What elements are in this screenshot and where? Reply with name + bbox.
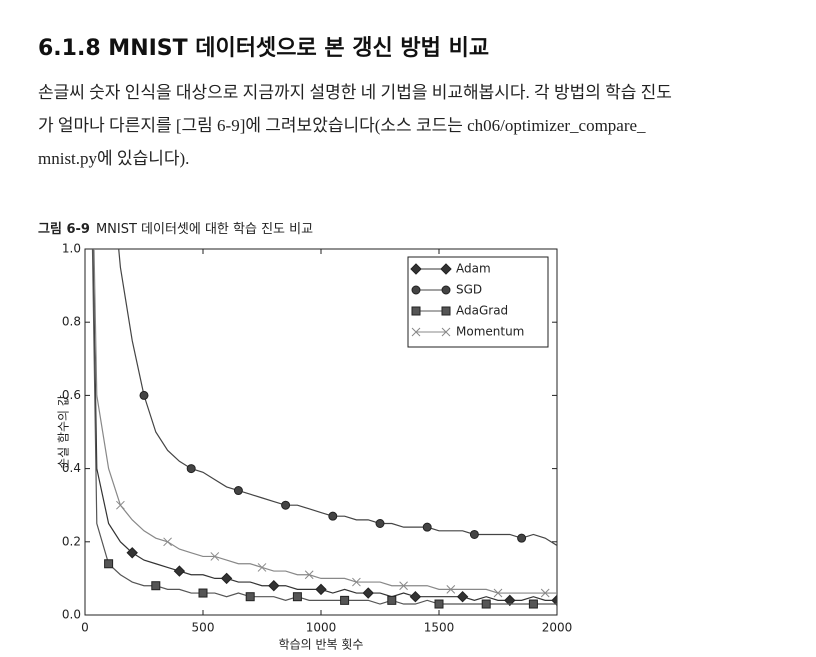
x-tick-label: 1000 bbox=[306, 621, 337, 635]
paragraph-line: 손글씨 숫자 인식을 대상으로 지금까지 설명한 네 기법을 비교해봅시다. 각… bbox=[38, 83, 672, 102]
x-axis-label: 학습의 반복 횟수 bbox=[279, 638, 364, 652]
series-marker bbox=[340, 595, 350, 605]
series-marker bbox=[186, 464, 196, 474]
legend-marker bbox=[440, 263, 452, 275]
series-marker bbox=[434, 599, 444, 609]
series-marker bbox=[304, 570, 314, 580]
series-marker bbox=[104, 559, 114, 569]
series-marker bbox=[292, 592, 302, 602]
series-marker bbox=[210, 552, 220, 561]
legend-marker bbox=[411, 285, 421, 295]
legend-label: SGD bbox=[456, 283, 482, 297]
y-tick-label: 0.2 bbox=[62, 534, 81, 548]
series-marker bbox=[245, 592, 255, 602]
x-tick-label: 1500 bbox=[424, 621, 455, 635]
series-marker bbox=[493, 588, 503, 598]
series-marker bbox=[517, 533, 527, 543]
series-marker bbox=[198, 588, 208, 598]
y-tick-label: 0.0 bbox=[62, 608, 81, 622]
series-marker bbox=[469, 529, 479, 539]
legend-marker bbox=[410, 263, 422, 275]
series-marker bbox=[151, 581, 161, 591]
legend-marker bbox=[441, 285, 451, 295]
series-marker bbox=[481, 599, 491, 609]
legend-marker bbox=[411, 327, 421, 337]
legend-marker bbox=[441, 306, 451, 316]
legend-marker bbox=[411, 306, 421, 316]
series-line bbox=[91, 249, 557, 605]
series-marker bbox=[409, 590, 422, 603]
series-marker bbox=[328, 511, 338, 521]
x-tick-label: 0 bbox=[81, 621, 89, 635]
legend-label: AdaGrad bbox=[456, 304, 508, 318]
series-marker bbox=[456, 590, 469, 603]
series-marker bbox=[233, 486, 243, 496]
y-axis-label: 손실 함수의 값 bbox=[57, 395, 71, 469]
y-tick-label: 0.6 bbox=[62, 388, 81, 402]
series-marker bbox=[126, 547, 138, 559]
series-marker bbox=[375, 519, 385, 528]
series-marker bbox=[362, 587, 374, 599]
series-marker bbox=[540, 588, 550, 598]
series-marker bbox=[163, 537, 172, 547]
series-marker bbox=[139, 390, 149, 400]
series-marker bbox=[387, 595, 397, 605]
figure-caption: 그림 6-9 MNIST 데이터셋에 대한 학습 진도 비교 bbox=[38, 218, 313, 237]
x-tick-label: 500 bbox=[192, 621, 215, 635]
series-marker bbox=[315, 583, 327, 596]
series-marker bbox=[528, 599, 538, 609]
legend-marker bbox=[441, 327, 451, 337]
series-marker bbox=[281, 500, 291, 510]
section-title: 6.1.8 MNIST 데이터셋으로 본 갱신 방법 비교 bbox=[38, 36, 490, 61]
legend-label: Adam bbox=[456, 262, 491, 276]
y-tick-label: 1.0 bbox=[62, 242, 81, 256]
series-marker bbox=[116, 500, 125, 510]
y-tick-label: 0.8 bbox=[62, 315, 81, 329]
paragraph-line: 가 얼마나 다른지를 [그림 6-9]에 그려보았습니다(소스 코드는 ch06… bbox=[38, 116, 646, 135]
series-marker bbox=[399, 581, 408, 591]
series-marker bbox=[504, 594, 516, 607]
series-marker bbox=[220, 572, 233, 585]
series-line bbox=[93, 249, 557, 594]
series-marker bbox=[268, 580, 280, 592]
series-marker bbox=[257, 563, 267, 572]
figure-label: 그림 6-9 bbox=[38, 222, 90, 237]
series-marker bbox=[422, 522, 432, 532]
series-marker bbox=[551, 594, 557, 607]
x-tick-label: 2000 bbox=[542, 621, 573, 635]
caption-text: MNIST 데이터셋에 대한 학습 진도 비교 bbox=[95, 222, 314, 237]
series-marker bbox=[173, 565, 186, 577]
series-marker bbox=[446, 585, 456, 594]
paragraph-line: mnist.py에 있습니다). bbox=[38, 149, 190, 168]
y-tick-label: 0.4 bbox=[62, 461, 81, 475]
series-marker bbox=[352, 577, 361, 587]
legend-label: Momentum bbox=[456, 325, 524, 339]
